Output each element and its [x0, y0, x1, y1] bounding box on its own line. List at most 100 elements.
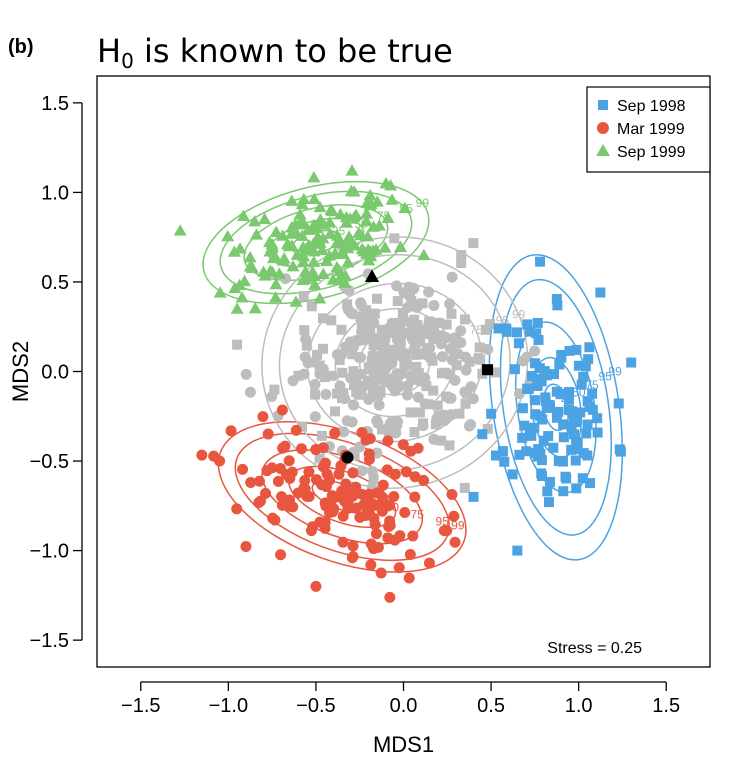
data-point	[418, 349, 429, 360]
data-point	[243, 260, 257, 272]
data-point	[283, 455, 295, 467]
data-point	[446, 489, 458, 501]
data-point	[381, 211, 395, 223]
data-point	[391, 280, 403, 292]
data-point	[445, 369, 456, 380]
data-point	[374, 385, 385, 396]
data-point	[310, 357, 321, 368]
data-point	[522, 319, 533, 330]
data-point	[449, 332, 461, 344]
data-point	[309, 378, 321, 390]
data-point	[196, 449, 208, 461]
data-point	[463, 420, 475, 432]
data-point	[521, 446, 532, 457]
data-point	[497, 446, 508, 457]
data-point	[405, 407, 416, 418]
data-point	[490, 450, 501, 461]
data-point	[356, 488, 368, 500]
contour-label: 95	[599, 370, 613, 384]
highlight-point	[341, 451, 354, 464]
data-point	[321, 468, 333, 480]
data-point	[285, 239, 299, 251]
data-point	[341, 415, 353, 427]
data-point	[534, 410, 545, 421]
data-point	[432, 400, 443, 411]
data-point	[401, 359, 412, 370]
data-point	[538, 435, 549, 446]
data-point	[332, 388, 343, 399]
data-point	[173, 224, 187, 236]
data-point	[540, 392, 551, 403]
data-point	[563, 404, 574, 415]
contour-line	[514, 321, 597, 494]
data-point	[560, 471, 571, 482]
data-point	[257, 411, 269, 423]
data-point	[393, 562, 405, 574]
data-point	[344, 184, 358, 197]
data-point	[530, 395, 541, 406]
data-point	[240, 368, 252, 380]
contour-label: 75	[585, 378, 599, 392]
data-point	[227, 245, 241, 257]
data-point	[334, 237, 348, 249]
data-point	[310, 580, 322, 592]
data-point	[383, 520, 395, 532]
data-point	[308, 278, 322, 290]
data-point	[347, 349, 358, 360]
data-point	[409, 491, 421, 503]
data-point	[570, 444, 581, 455]
data-point	[551, 412, 562, 423]
data-point	[417, 420, 429, 432]
data-point	[462, 388, 473, 399]
data-point	[356, 426, 368, 438]
data-point	[213, 286, 227, 298]
data-point	[317, 442, 329, 454]
y-tick-label: 0.0	[41, 362, 69, 384]
data-point	[583, 354, 594, 365]
data-point	[359, 509, 371, 521]
data-point	[326, 490, 338, 502]
data-point	[320, 457, 332, 469]
contour-label: 75	[470, 323, 484, 337]
data-point	[512, 327, 523, 338]
data-point	[536, 468, 547, 479]
data-point	[364, 433, 376, 445]
data-point	[332, 272, 346, 285]
data-point	[468, 491, 479, 502]
legend-label: Sep 1998	[617, 98, 686, 115]
data-point	[526, 430, 537, 441]
data-point	[582, 396, 593, 407]
data-point	[367, 349, 379, 361]
data-point	[443, 392, 455, 404]
data-point	[484, 319, 495, 330]
data-point	[378, 241, 392, 253]
data-point	[366, 355, 377, 366]
data-point	[397, 439, 409, 451]
data-point	[353, 351, 365, 363]
data-point	[290, 424, 302, 436]
chart-title: H0 is known to be true	[97, 32, 453, 73]
data-point	[356, 465, 368, 477]
y-tick-label: 1.0	[41, 182, 69, 204]
data-point	[355, 311, 366, 322]
data-point	[389, 317, 400, 328]
data-point	[402, 302, 414, 314]
data-point	[400, 466, 412, 478]
data-point	[456, 250, 467, 261]
data-point	[407, 374, 418, 385]
data-point	[441, 319, 452, 330]
data-point	[384, 591, 396, 603]
data-point	[383, 327, 394, 338]
data-point	[581, 428, 592, 439]
data-point	[314, 368, 326, 380]
data-point	[575, 407, 586, 418]
data-point	[372, 359, 383, 370]
data-point	[543, 497, 554, 508]
data-point	[320, 388, 332, 400]
data-point	[409, 471, 421, 483]
data-point	[524, 326, 535, 337]
data-point	[301, 490, 313, 502]
data-point	[287, 375, 299, 387]
data-point	[448, 510, 460, 522]
x-tick-label: 0.0	[390, 695, 418, 717]
